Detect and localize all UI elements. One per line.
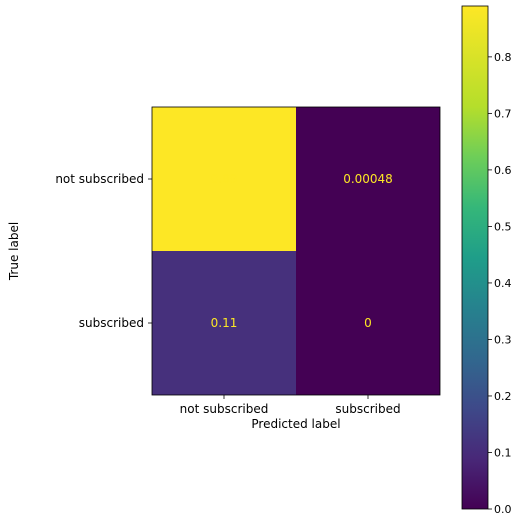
colorbar-gradient: [462, 6, 488, 509]
colorbar-tick-label-1: 0.1: [494, 446, 512, 459]
colorbar-tick-label-4: 0.4: [494, 277, 512, 290]
matrix-frame: [151, 106, 441, 396]
matrix-cell-0-0: [152, 107, 296, 251]
y-tick-label-1: subscribed: [79, 316, 144, 330]
colorbar-tick-label-7: 0.7: [494, 107, 512, 120]
matrix-cell-0-1: [296, 107, 440, 251]
cell-label-0-1: 0.00048: [343, 172, 393, 186]
colorbar-tick-label-0: 0.0: [494, 503, 512, 516]
matrix-cell-1-0: [152, 251, 296, 395]
x-tick-label-1: subscribed: [335, 402, 400, 416]
matrix-cell-1-1: [296, 251, 440, 395]
colorbar-tick-label-5: 0.5: [494, 220, 512, 233]
x-tick-label-0: not subscribed: [180, 402, 269, 416]
x-axis-label: Predicted label: [251, 417, 340, 431]
y-axis-label: True label: [7, 222, 21, 281]
colorbar-tick-label-6: 0.6: [494, 164, 512, 177]
colorbar-tick-label-2: 0.2: [494, 390, 512, 403]
colorbar-tick-label-8: 0.8: [494, 51, 512, 64]
cell-label-1-1: 0: [364, 316, 372, 330]
cell-label-0-0: 0.89: [211, 172, 238, 186]
colorbar: 0.0 0.1 0.2 0.3 0.4 0.5 0.6 0.7 0.8: [461, 5, 512, 516]
colorbar-tick-label-3: 0.3: [494, 333, 512, 346]
cell-label-1-0: 0.11: [211, 316, 238, 330]
colorbar-frame: [461, 5, 489, 510]
matrix-plot: 0.89 0.00048 0.11 0 not subscribed subscribed…: [7, 106, 441, 431]
y-tick-label-0: not subscribed: [55, 172, 144, 186]
